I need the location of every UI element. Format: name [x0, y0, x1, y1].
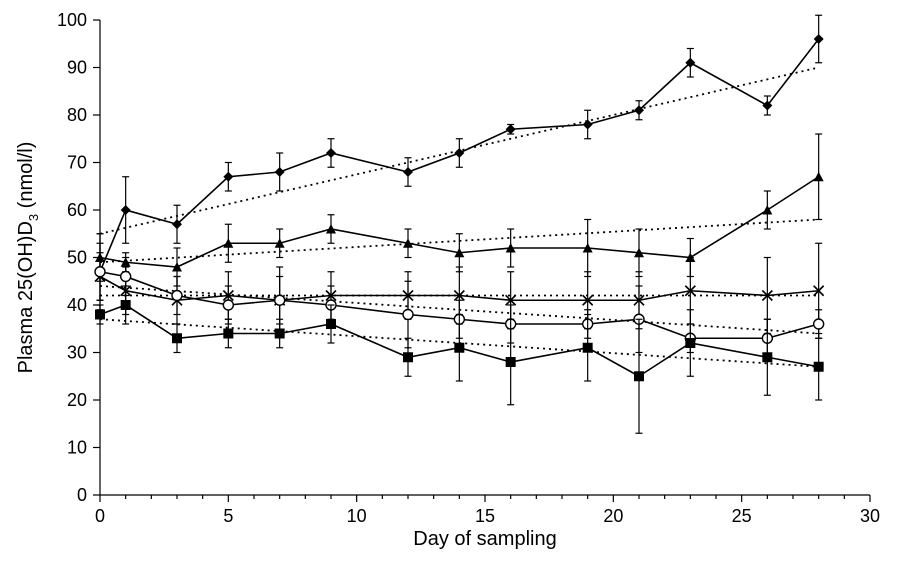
square-marker — [762, 352, 772, 362]
x-tick-label: 30 — [860, 506, 880, 526]
x-axis-label: Day of sampling — [413, 528, 556, 550]
y-tick-label: 90 — [67, 58, 87, 78]
y-tick-label: 0 — [77, 485, 87, 505]
y-tick-label: 30 — [67, 343, 87, 363]
circle-open-marker — [814, 319, 824, 329]
circle-open-marker — [95, 267, 105, 277]
x-tick-label: 10 — [347, 506, 367, 526]
y-tick-label: 50 — [67, 248, 87, 268]
y-tick-label: 40 — [67, 295, 87, 315]
diamond-marker — [121, 205, 131, 215]
y-tick-label: 100 — [57, 10, 87, 30]
diamond-marker — [583, 120, 593, 130]
square-marker — [326, 319, 336, 329]
y-tick-label: 10 — [67, 438, 87, 458]
y-tick-label: 20 — [67, 390, 87, 410]
y-tick-label: 80 — [67, 105, 87, 125]
diamond-marker — [326, 148, 336, 158]
x-tick-label: 25 — [732, 506, 752, 526]
square-marker — [95, 310, 105, 320]
circle-open-marker — [172, 291, 182, 301]
square-marker — [172, 333, 182, 343]
x-tick-label: 20 — [603, 506, 623, 526]
diamond-marker — [506, 124, 516, 134]
square-marker — [685, 338, 695, 348]
y-tick-label: 70 — [67, 153, 87, 173]
line-chart: 0 10 20 30 40 50 60 70 80 90 100 0 5 10 15 20 25 30 Day of… — [0, 0, 902, 576]
circle-open-marker — [275, 295, 285, 305]
triangle-marker — [814, 172, 824, 182]
square-marker — [223, 329, 233, 339]
x-tick-label: 5 — [223, 506, 233, 526]
square-marker — [403, 352, 413, 362]
x-tick-label: 0 — [95, 506, 105, 526]
diamond-marker — [403, 167, 413, 177]
square-marker — [814, 362, 824, 372]
triangle-marker — [326, 224, 336, 234]
y-axis-label: Plasma 25(OH)D3 (nmol/l) — [15, 142, 41, 374]
triangle-marker — [762, 205, 772, 215]
square-marker — [583, 343, 593, 353]
chart-container: 0 10 20 30 40 50 60 70 80 90 100 0 5 10 15 20 25 30 Day of… — [0, 0, 902, 576]
diamond-marker — [275, 167, 285, 177]
square-marker — [454, 343, 464, 353]
circle-open-marker — [223, 300, 233, 310]
square-marker — [275, 329, 285, 339]
y-tick-label: 60 — [67, 200, 87, 220]
square-marker — [634, 371, 644, 381]
circle-open-marker — [403, 310, 413, 320]
square-marker — [121, 300, 131, 310]
circle-open-marker — [121, 272, 131, 282]
x-tick-label: 15 — [475, 506, 495, 526]
square-marker — [506, 357, 516, 367]
